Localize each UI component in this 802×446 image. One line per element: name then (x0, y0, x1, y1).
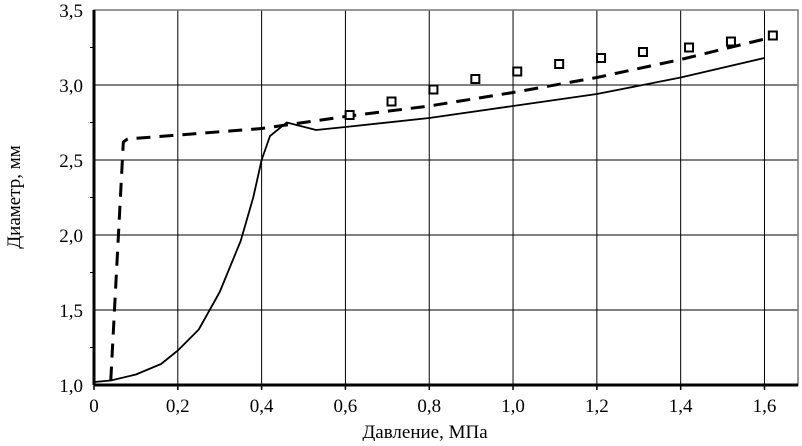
y-tick-label: 3,0 (59, 76, 83, 97)
x-tick-label: 0,4 (250, 396, 274, 417)
x-tick-label: 0 (89, 396, 99, 417)
data-point-square (725, 36, 736, 47)
data-point-square (386, 96, 397, 107)
data-point-square (512, 66, 523, 77)
y-tick-label: 2,0 (59, 226, 83, 247)
x-tick-label: 0,6 (334, 396, 358, 417)
data-point-square (344, 110, 355, 120)
solid-series-line (93, 57, 765, 383)
data-point-square (637, 47, 648, 57)
data-point-square (684, 42, 695, 53)
data-point-square (596, 53, 607, 63)
dashed-series-line (109, 35, 774, 381)
x-tick-label: 1,4 (669, 396, 693, 417)
x-tick-label: 0,2 (166, 396, 190, 417)
y-axis-label: Диаметр, мм (4, 145, 25, 249)
data-point-square (470, 74, 481, 84)
y-tick-label: 3,5 (59, 1, 83, 22)
x-axis-label: Давление, МПа (362, 422, 488, 441)
data-point-square (767, 30, 778, 41)
x-tick-label: 1,2 (585, 396, 609, 417)
x-tick-label: 1,6 (753, 396, 777, 417)
series (93, 30, 778, 383)
grid (90, 9, 799, 390)
y-tick-label: 1,0 (59, 376, 83, 397)
x-tick-label: 1,0 (501, 396, 525, 417)
data-point-square (554, 59, 565, 69)
y-tick-label: 2,5 (59, 151, 83, 172)
y-tick-label: 1,5 (59, 301, 83, 322)
data-point-square (428, 84, 439, 95)
x-tick-label: 0,8 (417, 396, 441, 417)
tick-labels: 0 0,2 0,4 0,6 0,8 1,0 1,2 1,4 1,6 1,0 1,5 2,0 2,5 3,0… (59, 1, 776, 417)
